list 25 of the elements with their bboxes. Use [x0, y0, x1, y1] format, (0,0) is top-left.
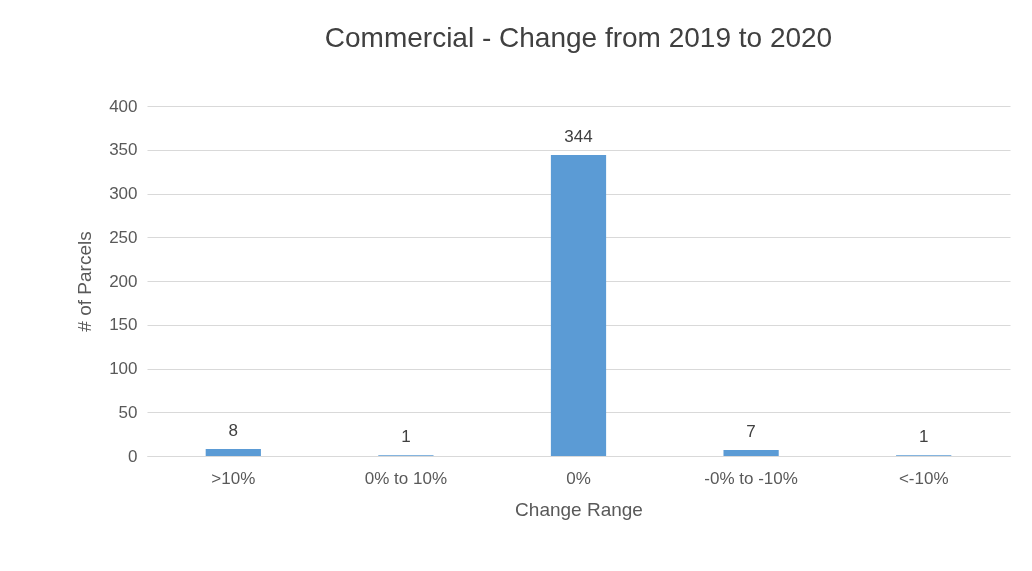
- chart-title: Commercial - Change from 2019 to 2020: [324, 22, 833, 53]
- y-tick-label: 400: [109, 96, 138, 116]
- x-axis-title: Change Range: [515, 498, 643, 520]
- data-label: 344: [564, 127, 593, 146]
- data-label: 1: [401, 427, 411, 447]
- y-tick-label: 150: [109, 315, 138, 335]
- y-tick-label: 100: [109, 359, 138, 378]
- y-tick-label: 0: [128, 446, 138, 466]
- data-label: 1: [918, 427, 929, 447]
- data-label: 7: [746, 421, 756, 441]
- bar: [205, 449, 261, 456]
- data-label: 8: [228, 421, 239, 440]
- x-tick-label: -0% to -10%: [704, 468, 798, 488]
- y-tick-label: 300: [109, 184, 138, 203]
- x-tick-label: >10%: [211, 468, 256, 488]
- y-tick-label: 200: [109, 271, 138, 291]
- y-tick-label: 250: [109, 227, 138, 247]
- bar: [550, 155, 607, 456]
- x-tick-label: <-10%: [898, 468, 949, 488]
- x-tick-label: 0% to 10%: [364, 468, 448, 488]
- y-axis-title: # of Parcels: [74, 231, 96, 332]
- x-tick-label: 0%: [566, 468, 591, 488]
- bar: [723, 449, 779, 456]
- y-tick-label: 50: [118, 402, 138, 422]
- y-tick-label: 350: [109, 140, 138, 160]
